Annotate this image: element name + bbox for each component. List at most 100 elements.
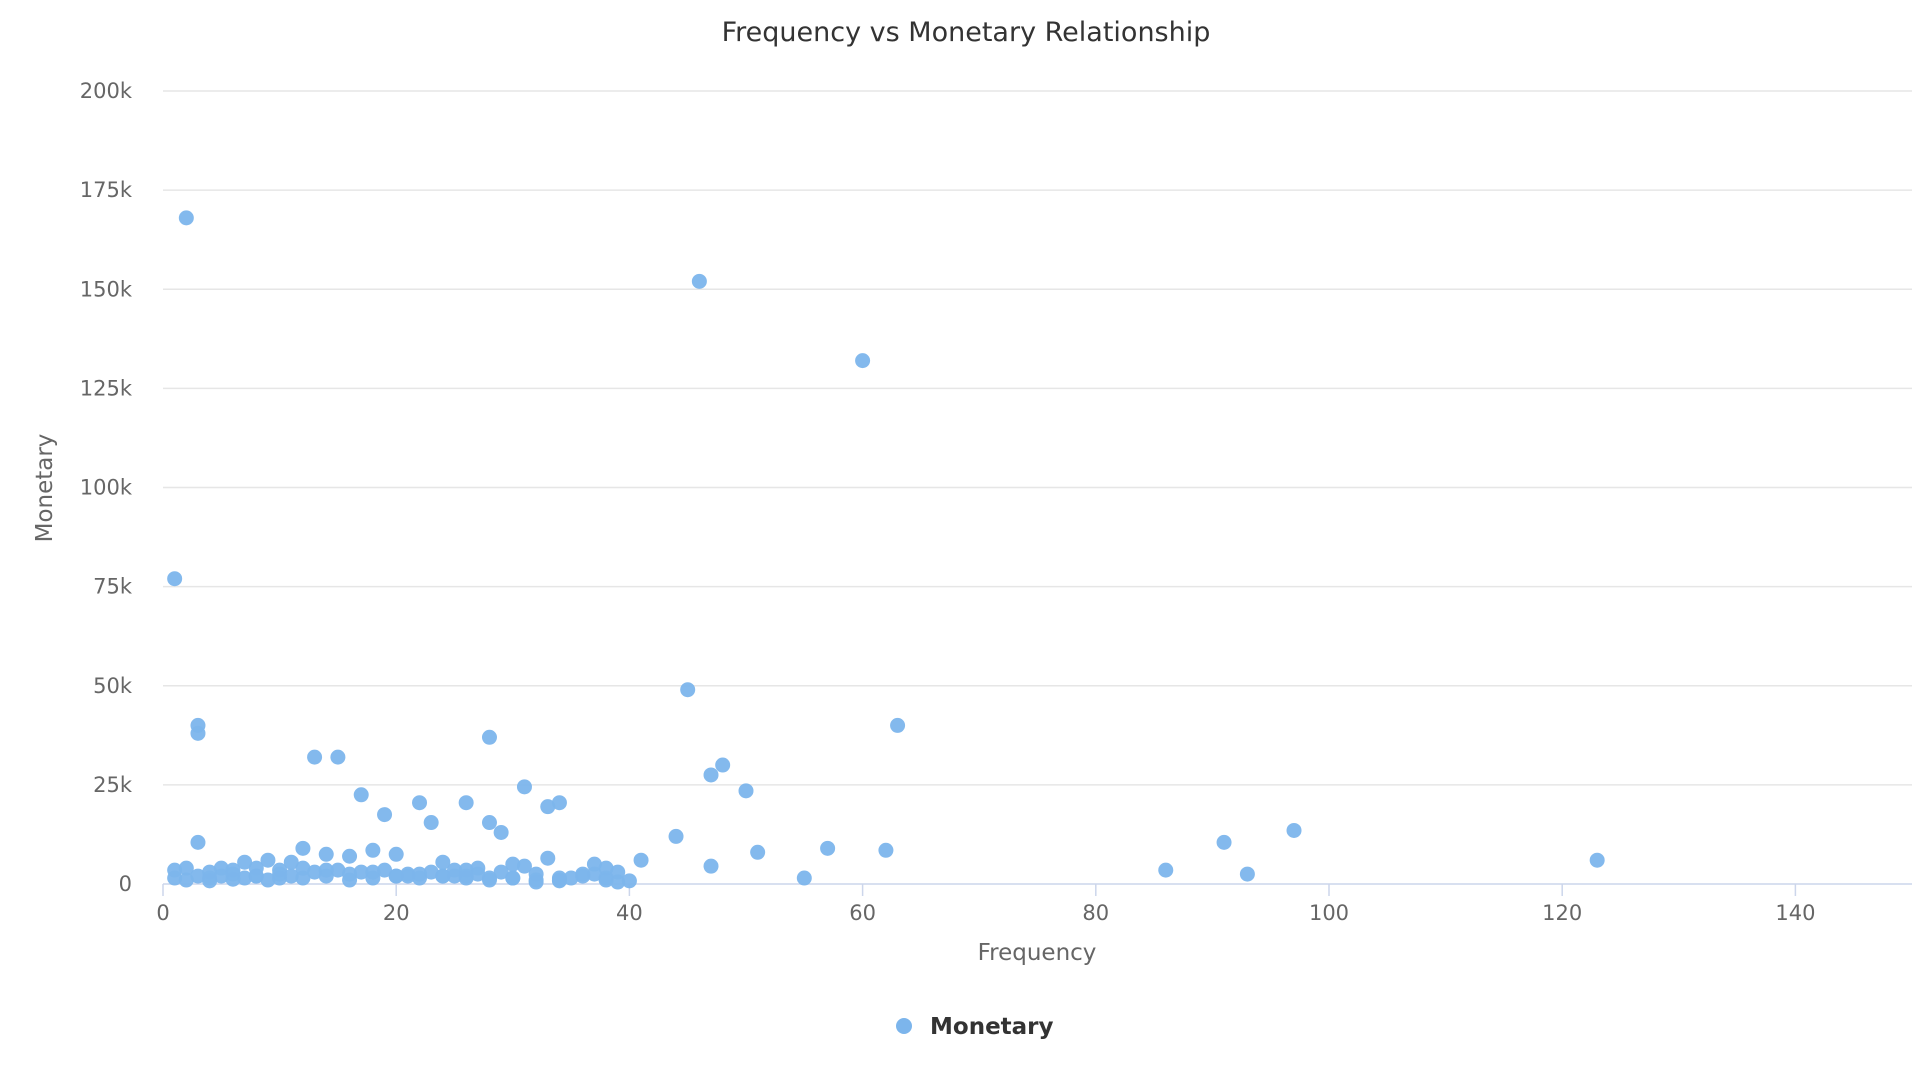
data-point[interactable] — [260, 872, 276, 888]
data-point[interactable] — [178, 872, 194, 888]
data-point[interactable] — [330, 749, 346, 765]
data-point[interactable] — [680, 682, 696, 698]
x-tick-label: 20 — [383, 901, 410, 925]
data-point[interactable] — [703, 858, 719, 874]
data-point[interactable] — [598, 872, 614, 888]
data-point[interactable] — [225, 871, 241, 887]
data-point[interactable] — [458, 795, 474, 811]
data-point[interactable] — [540, 799, 556, 815]
data-point[interactable] — [248, 868, 264, 884]
data-point[interactable] — [1158, 862, 1174, 878]
data-point[interactable] — [237, 870, 253, 886]
data-point[interactable] — [412, 795, 428, 811]
data-point[interactable] — [586, 866, 602, 882]
data-point[interactable] — [481, 870, 497, 886]
data-point[interactable] — [213, 868, 229, 884]
data-point[interactable] — [435, 868, 451, 884]
data-point[interactable] — [435, 854, 451, 870]
data-point[interactable] — [190, 725, 206, 741]
data-point[interactable] — [272, 866, 288, 882]
data-point[interactable] — [1239, 866, 1255, 882]
legend-label[interactable]: Monetary — [930, 1014, 1054, 1040]
y-tick-label: 75k — [93, 575, 133, 599]
gridlines — [163, 90, 1912, 786]
data-point[interactable] — [330, 862, 346, 878]
data-point[interactable] — [540, 850, 556, 866]
data-point[interactable] — [575, 866, 591, 882]
x-tick-label: 140 — [1775, 901, 1815, 925]
data-point[interactable] — [890, 717, 906, 733]
data-point[interactable] — [796, 870, 812, 886]
data-point[interactable] — [353, 864, 369, 880]
y-tick-label: 150k — [80, 277, 133, 301]
y-tick-label: 175k — [80, 178, 133, 202]
data-point[interactable] — [703, 767, 719, 783]
data-point[interactable] — [470, 866, 486, 882]
data-point[interactable] — [283, 868, 299, 884]
data-point[interactable] — [167, 870, 183, 886]
data-point[interactable] — [190, 834, 206, 850]
data-point[interactable] — [190, 868, 206, 884]
data-point[interactable] — [447, 868, 462, 884]
data-point[interactable] — [307, 749, 323, 765]
data-point[interactable] — [458, 868, 474, 884]
data-point[interactable] — [516, 779, 532, 795]
legend-marker-icon[interactable] — [896, 1018, 912, 1034]
data-point[interactable] — [528, 872, 544, 888]
data-point[interactable] — [318, 846, 334, 862]
data-point[interactable] — [621, 873, 637, 889]
data-point[interactable] — [750, 844, 766, 860]
data-point[interactable] — [551, 873, 567, 889]
data-point[interactable] — [505, 856, 521, 872]
data-point[interactable] — [412, 866, 428, 882]
y-tick-label: 200k — [80, 79, 133, 103]
data-point[interactable] — [202, 873, 218, 889]
data-point[interactable] — [493, 864, 509, 880]
data-point[interactable] — [610, 874, 626, 890]
data-point[interactable] — [342, 866, 358, 882]
data-point[interactable] — [820, 840, 836, 856]
data-point[interactable] — [516, 858, 532, 874]
x-tick-label: 0 — [156, 901, 169, 925]
data-point[interactable] — [295, 860, 311, 876]
data-point[interactable] — [878, 842, 894, 858]
data-point[interactable] — [668, 828, 684, 844]
data-point[interactable] — [342, 848, 358, 864]
data-point[interactable] — [423, 815, 439, 831]
data-point[interactable] — [388, 868, 404, 884]
data-point[interactable] — [365, 842, 381, 858]
data-point[interactable] — [353, 787, 369, 803]
data-point[interactable] — [388, 846, 404, 862]
data-point[interactable] — [1589, 852, 1605, 868]
data-point[interactable] — [178, 860, 194, 876]
data-point[interactable] — [423, 864, 439, 880]
data-point[interactable] — [715, 757, 731, 773]
data-point[interactable] — [260, 852, 276, 868]
data-point[interactable] — [563, 870, 579, 886]
data-point[interactable] — [1216, 834, 1232, 850]
data-point[interactable] — [691, 273, 707, 289]
data-point[interactable] — [167, 571, 183, 587]
data-point[interactable] — [551, 795, 567, 811]
data-point[interactable] — [738, 783, 754, 799]
data-point[interactable] — [377, 807, 393, 823]
data-point[interactable] — [855, 353, 871, 369]
data-point[interactable] — [295, 840, 311, 856]
data-point[interactable] — [178, 210, 194, 226]
data-point[interactable] — [283, 854, 299, 870]
data-point[interactable] — [493, 824, 509, 840]
data-point[interactable] — [400, 868, 416, 884]
data-point[interactable] — [307, 864, 323, 880]
data-point[interactable] — [237, 854, 253, 870]
data-point[interactable] — [633, 852, 649, 868]
data-point[interactable] — [377, 862, 393, 878]
data-point[interactable] — [1286, 822, 1302, 838]
data-point[interactable] — [481, 729, 497, 745]
legend[interactable]: Monetary — [896, 1014, 1054, 1040]
data-point[interactable] — [505, 870, 521, 886]
y-tick-label: 0 — [119, 872, 132, 896]
data-point[interactable] — [365, 864, 381, 880]
data-point[interactable] — [318, 862, 334, 878]
data-point[interactable] — [481, 815, 497, 831]
